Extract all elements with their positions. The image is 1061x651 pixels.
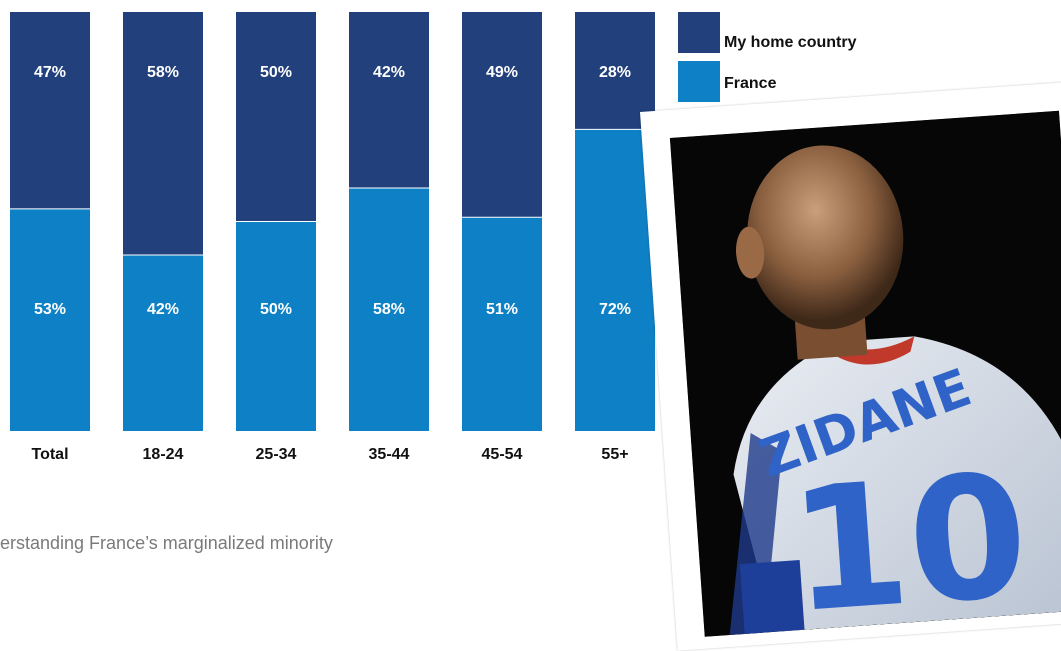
bar-france-3	[349, 187, 429, 431]
legend-swatch-france	[678, 61, 720, 102]
bars-group: 47% 53% 58% 42% 50% 50% 42% 58% 49% 51% 28% 72%	[10, 12, 655, 431]
bar-france-1	[123, 255, 203, 431]
category-label-0: Total	[31, 446, 68, 463]
legend-label-my-home-country: My home country	[724, 34, 857, 51]
legend: My home country France	[678, 12, 857, 102]
legend-label-france: France	[724, 75, 777, 92]
data-label-france-2: 50%	[260, 301, 292, 318]
data-label-home-country-1: 58%	[147, 64, 179, 81]
data-label-home-country-2: 50%	[260, 64, 292, 81]
data-label-home-country-3: 42%	[373, 64, 405, 81]
bar-home-country-3	[349, 12, 429, 188]
stacked-bar-chart: 47% 53% 58% 42% 50% 50% 42% 58% 49% 51% 28% 72% Tot…	[10, 12, 857, 463]
category-label-1: 18-24	[143, 446, 184, 463]
bar-home-country-4	[462, 12, 542, 218]
jersey-number: 10	[784, 437, 1034, 636]
bar-home-country-2	[236, 12, 316, 222]
bar-france-0	[10, 208, 90, 431]
category-label-4: 45-54	[482, 446, 523, 463]
bar-france-4	[462, 217, 542, 431]
category-label-3: 35-44	[369, 446, 410, 463]
category-label-5: 55+	[601, 446, 628, 463]
bar-home-country-0	[10, 12, 90, 209]
category-labels: Total 18-24 25-34 35-44 45-54 55+	[31, 446, 628, 463]
category-label-2: 25-34	[256, 446, 297, 463]
data-label-france-3: 58%	[373, 301, 405, 318]
data-label-home-country-4: 49%	[486, 64, 518, 81]
bar-home-country-5	[575, 12, 655, 130]
data-label-home-country-0: 47%	[34, 64, 66, 81]
bar-france-5	[575, 129, 655, 431]
zidane-photo: ZIDANE 10	[669, 110, 1061, 637]
data-label-france-0: 53%	[34, 301, 66, 318]
photo-frame: ZIDANE 10	[640, 81, 1061, 651]
data-label-france-1: 42%	[147, 301, 179, 318]
player-illustration: ZIDANE 10	[669, 110, 1061, 637]
data-label-france-4: 51%	[486, 301, 518, 318]
article-caption: erstanding France’s marginalized minorit…	[0, 533, 333, 553]
data-label-home-country-5: 28%	[599, 64, 631, 81]
bar-france-2	[236, 221, 316, 431]
bar-home-country-1	[123, 12, 203, 256]
legend-swatch-my-home-country	[678, 12, 720, 53]
data-label-france-5: 72%	[599, 301, 631, 318]
